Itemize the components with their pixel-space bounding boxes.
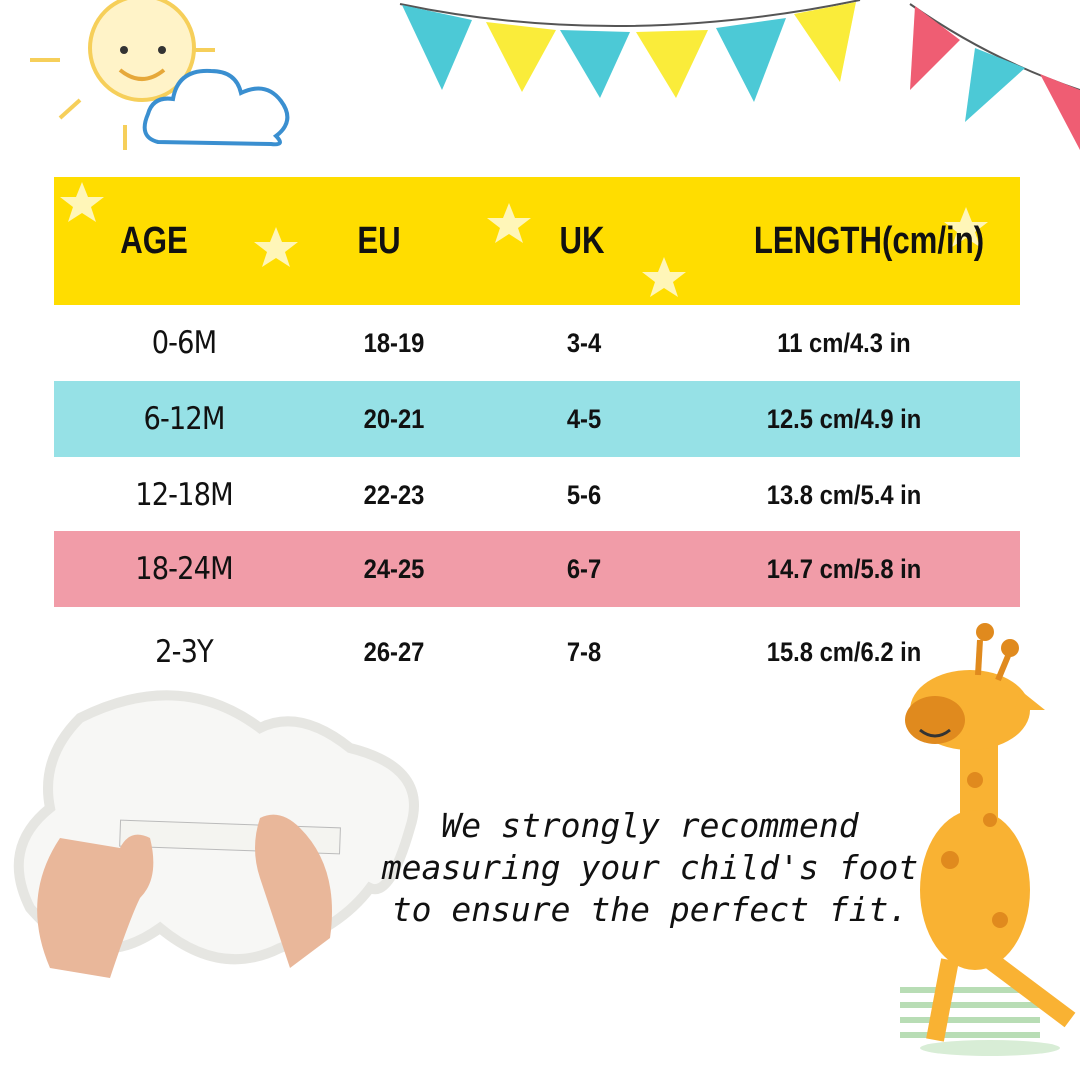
note-line: measuring your child's foot bbox=[381, 848, 919, 887]
table-row: 18-24M 24-25 6-7 14.7 cm/5.8 in bbox=[54, 531, 1020, 607]
table-header: AGE EU UK LENGTH(cm/in) bbox=[54, 177, 1020, 305]
table-row: 6-12M 20-21 4-5 12.5 cm/4.9 in bbox=[54, 381, 1020, 457]
cell-uk: 6-7 bbox=[566, 553, 602, 584]
header-uk: UK bbox=[559, 219, 605, 262]
cell-length: 13.8 cm/5.4 in bbox=[766, 479, 922, 510]
note-line: to ensure the perfect fit. bbox=[391, 890, 909, 929]
hands-measuring-foot-photo bbox=[13, 690, 419, 978]
header-length: LENGTH(cm/in) bbox=[753, 219, 985, 262]
measurement-recommendation-note: We strongly recommend measuring your chi… bbox=[380, 805, 920, 931]
cell-uk: 4-5 bbox=[566, 403, 602, 434]
cell-eu: 20-21 bbox=[363, 403, 425, 434]
cell-age: 0-6M bbox=[151, 325, 217, 361]
bunting-flags bbox=[399, 0, 1080, 150]
cell-length: 11 cm/4.3 in bbox=[777, 327, 911, 358]
cell-age: 6-12M bbox=[143, 401, 225, 437]
sun-icon bbox=[30, 0, 215, 150]
table-row: 2-3Y 26-27 7-8 15.8 cm/6.2 in bbox=[54, 614, 1020, 690]
cell-eu: 24-25 bbox=[363, 553, 425, 584]
cell-eu: 26-27 bbox=[363, 636, 425, 667]
cell-length: 12.5 cm/4.9 in bbox=[766, 403, 922, 434]
header-age: AGE bbox=[120, 219, 188, 262]
cell-uk: 7-8 bbox=[566, 636, 602, 667]
table-row: 0-6M 18-19 3-4 11 cm/4.3 in bbox=[54, 305, 1020, 381]
cell-eu: 18-19 bbox=[363, 327, 425, 358]
cloud-icon bbox=[142, 68, 290, 147]
cell-uk: 5-6 bbox=[566, 479, 602, 510]
giraffe-illustration bbox=[900, 623, 1076, 1056]
table-row: 12-18M 22-23 5-6 13.8 cm/5.4 in bbox=[54, 457, 1020, 533]
cell-age: 2-3Y bbox=[155, 634, 214, 670]
cell-length: 14.7 cm/5.8 in bbox=[766, 553, 922, 584]
note-line: We strongly recommend bbox=[441, 806, 859, 845]
cell-uk: 3-4 bbox=[566, 327, 602, 358]
cell-eu: 22-23 bbox=[363, 479, 425, 510]
cell-age: 12-18M bbox=[135, 477, 233, 513]
cell-age: 18-24M bbox=[135, 551, 233, 587]
stars-decoration bbox=[60, 182, 988, 297]
header-eu: EU bbox=[357, 219, 401, 262]
cell-length: 15.8 cm/6.2 in bbox=[766, 636, 922, 667]
